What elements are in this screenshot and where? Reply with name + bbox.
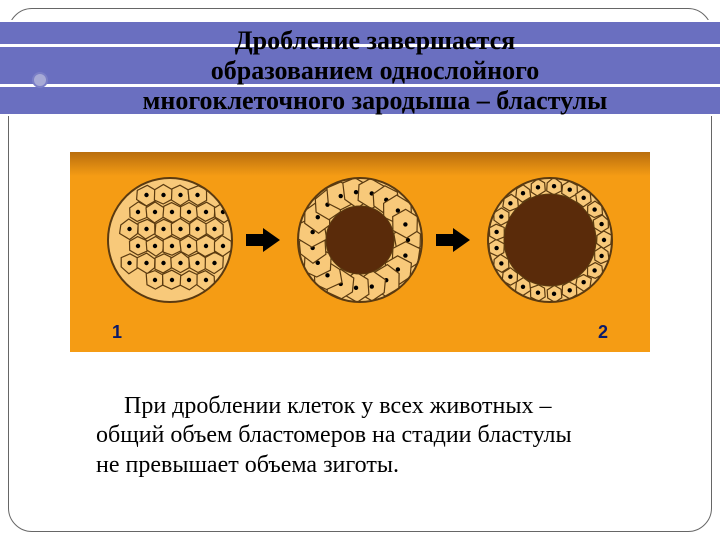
slide-title: Дробление завершается образованием однос… xyxy=(60,26,690,116)
title-line: Дробление завершается xyxy=(60,26,690,56)
body-line: не превышает объема зиготы. xyxy=(96,451,690,480)
title-line: многоклеточного зародыша – бластулы xyxy=(60,86,690,116)
title-line: образованием однослойного xyxy=(60,56,690,86)
body-line: При дроблении клеток у всех животных – xyxy=(96,392,690,421)
body-line: общий объем бластомеров на стадии бласту… xyxy=(96,421,690,450)
svg-text:1: 1 xyxy=(112,322,122,342)
svg-text:2: 2 xyxy=(598,322,608,342)
body-text: При дроблении клеток у всех животных – о… xyxy=(96,392,690,480)
cleavage-diagram: 12 xyxy=(70,152,650,352)
bullet-icon xyxy=(32,72,48,88)
